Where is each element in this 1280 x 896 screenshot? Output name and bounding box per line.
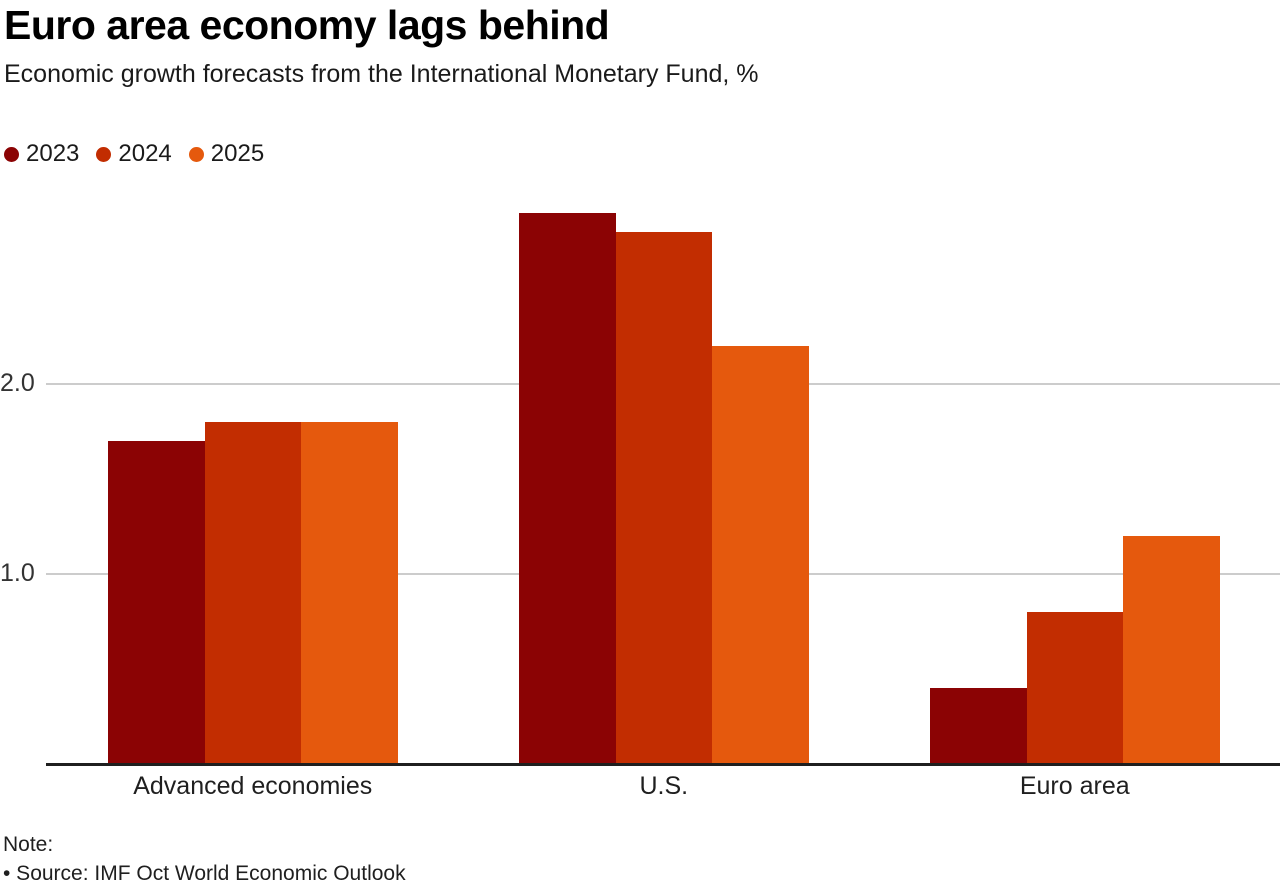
x-axis-category-label: Advanced economies: [133, 772, 373, 800]
chart-title: Euro area economy lags behind: [4, 2, 610, 48]
legend: 2023 2024 2025: [4, 140, 264, 168]
y-axis-tick-label: 1.0: [0, 559, 35, 587]
y-axis-tick-label: 2.0: [0, 369, 35, 397]
legend-item-2025: 2025: [188, 140, 265, 168]
bar-euro-area-2023: [930, 688, 1027, 764]
x-axis-line: [46, 763, 1280, 766]
chart-subtitle: Economic growth forecasts from the Inter…: [4, 60, 759, 88]
source-line: • Source: IMF Oct World Economic Outlook: [3, 862, 406, 885]
legend-item-2024: 2024: [96, 140, 172, 168]
note-label: Note:: [3, 833, 54, 856]
bar-u-s--2023: [519, 213, 616, 764]
legend-dot-icon: [96, 146, 112, 162]
legend-item-label: 2023: [26, 140, 80, 167]
bar-u-s--2025: [712, 346, 809, 764]
legend-dot-icon: [4, 146, 19, 162]
bar-advanced-economies-2024: [204, 422, 301, 764]
bar-u-s--2024: [615, 232, 712, 764]
bar-advanced-economies-2025: [301, 422, 398, 764]
legend-item-2023: 2023: [4, 140, 79, 168]
legend-item-label: 2024: [118, 140, 172, 167]
legend-item-label: 2025: [210, 140, 265, 167]
x-axis-category-label: U.S.: [639, 772, 689, 800]
bar-euro-area-2024: [1026, 612, 1123, 764]
bar-advanced-economies-2023: [108, 441, 205, 764]
bar-euro-area-2025: [1123, 536, 1220, 764]
x-axis-category-label: Euro area: [1019, 772, 1130, 800]
legend-dot-icon: [188, 146, 204, 162]
